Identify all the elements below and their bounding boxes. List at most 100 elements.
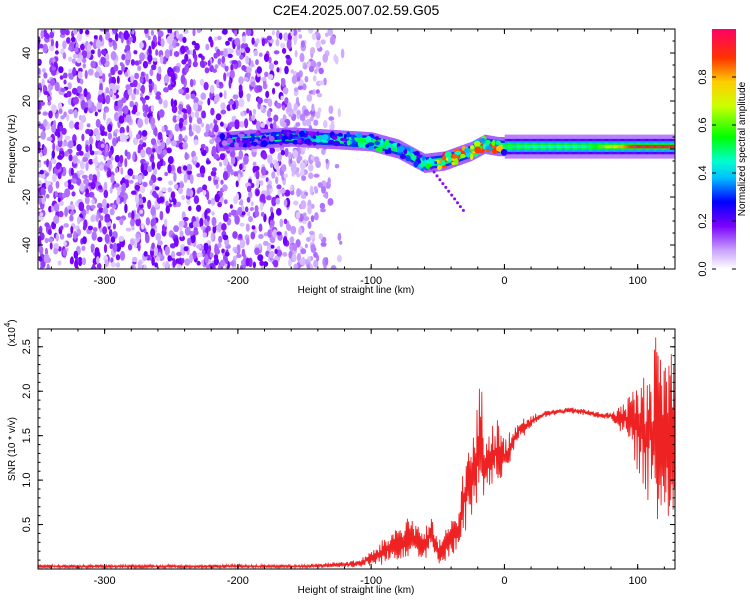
noise-speck [172,39,178,49]
ridge-blob [441,159,446,166]
ridge-blob [237,133,245,137]
noise-speck [137,174,143,184]
noise-speck [241,65,247,71]
ridge-cell [673,144,675,149]
ridge-blob [413,151,420,156]
noise-speck [183,246,189,252]
ridge-blob [246,133,251,137]
spectrogram-x-ticks: -300 -200 -100 0 100 [50,29,665,287]
noise-speck [187,237,192,246]
noise-speck [210,39,214,48]
noise-speck [192,221,199,228]
ridge-cell [565,144,567,149]
y-tick-label: 1.5 [21,428,33,443]
ridge-cell [582,144,584,149]
noise-speck [42,29,48,37]
noise-speck [85,144,89,153]
noise-speck [90,205,96,209]
noise-speck [282,87,289,95]
noise-speck [102,198,107,209]
noise-speck [244,118,249,129]
ridge-cell [584,144,586,149]
ridge-cell [556,144,559,149]
noise-speck [207,199,212,205]
ridge-cell [658,144,660,149]
noise-speck [184,152,188,161]
noise-speck [43,91,49,95]
noise-speck [178,88,184,95]
noise-speck [239,222,245,227]
ridge-cell [532,144,534,149]
noise-speck [229,204,233,209]
noise-speck [268,62,275,71]
ridge-cell [648,144,650,149]
ridge-cell [332,137,334,142]
noise-speck [148,78,153,85]
ridge-cell [536,144,539,149]
noise-speck [90,49,95,55]
ridge-cell [607,144,609,149]
noise-speck [106,170,112,178]
noise-speck [315,89,320,95]
noise-speck [284,189,291,197]
noise-speck [224,257,229,265]
ridge-cell [511,144,513,149]
noise-speck [238,76,244,85]
noise-speck [270,206,274,214]
noise-speck [158,145,163,154]
noise-speck [222,29,228,35]
noise-speck [139,209,144,214]
noise-speck [182,165,188,171]
noise-speck [109,186,113,194]
noise-speck [290,185,294,192]
noise-speck [82,224,87,231]
noise-speck [44,237,49,244]
noise-speck [144,116,149,125]
ridge-cell [599,144,601,149]
ridge-cell [588,144,591,149]
noise-speck [104,217,110,223]
noise-speck [196,117,203,125]
noise-speck [317,36,321,41]
ridge-cell [408,153,411,157]
ridge-cell [528,144,530,149]
noise-speck [147,54,153,63]
ridge-cell [660,144,662,149]
noise-speck [313,173,320,178]
ridge-blob [312,141,317,146]
ridge-blob [299,130,305,137]
noise-speck [114,112,119,122]
noise-speck [186,187,191,197]
noise-speck [78,201,85,212]
ridge-cell [602,144,605,149]
noise-speck [304,243,308,249]
noise-speck [189,174,194,185]
noise-speck [136,212,140,220]
noise-speck [235,47,241,56]
noise-speck [194,42,200,51]
noise-speck [165,260,169,269]
streak-dot [458,205,462,209]
noise-speck [164,246,170,256]
noise-speck [287,151,292,160]
noise-speck [134,193,140,204]
noise-speck [85,188,89,195]
noise-speck [267,98,273,107]
noise-speck [155,256,161,261]
noise-speck [81,245,86,251]
noise-speck [150,138,157,146]
ridge-cell [300,135,302,140]
noise-speck [137,149,141,154]
noise-speck [48,205,53,213]
noise-speck [85,29,90,35]
noise-speck [211,167,217,172]
noise-speck [161,187,167,193]
noise-speck [119,250,126,261]
ridge-cell [629,144,631,149]
noise-speck [58,121,63,127]
noise-speck [92,105,97,112]
noise-speck [273,162,278,169]
snr-y-scale-suffix: ) [7,319,18,322]
ridge-blob [495,140,502,145]
noise-speck [293,103,298,111]
